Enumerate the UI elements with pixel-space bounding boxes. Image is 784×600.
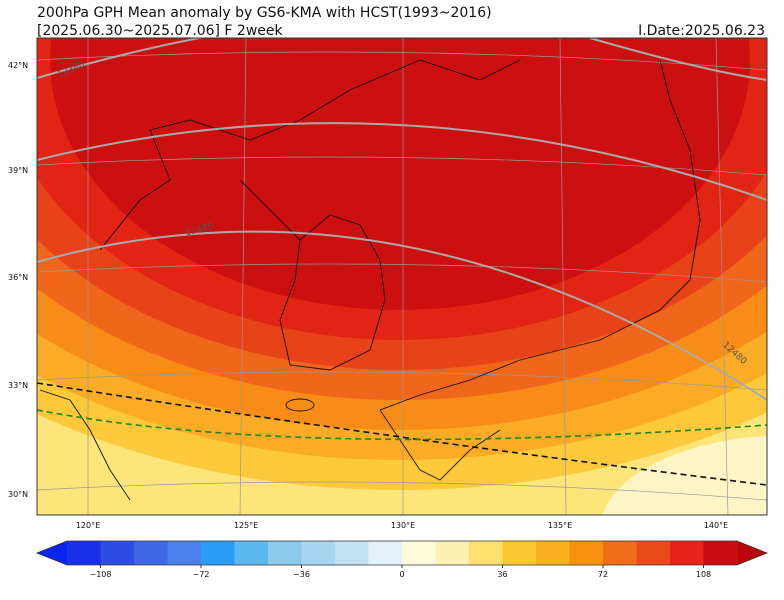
colorbar-label: −108 xyxy=(90,570,112,579)
lat-label: 39°N xyxy=(8,166,28,175)
colorbar-label: −72 xyxy=(193,570,210,579)
colorbar-segment xyxy=(636,541,671,565)
colorbar-label: 72 xyxy=(598,570,608,579)
init-date: I.Date:2025.06.23 xyxy=(638,23,765,39)
colorbar-segment xyxy=(536,541,570,565)
period: [2025.06.30~2025.07.06] F 2week xyxy=(37,23,284,39)
lon-label: 130°E xyxy=(391,521,415,530)
colorbar-segment xyxy=(670,541,704,565)
lat-label: 42°N xyxy=(8,61,28,70)
title: 200hPa GPH Mean anomaly by GS6-KMA with … xyxy=(37,5,492,21)
lon-label: 135°E xyxy=(548,521,572,530)
lon-label: 140°E xyxy=(704,521,728,530)
colorbar-segment xyxy=(703,541,738,565)
colorbar-segment xyxy=(569,541,604,565)
lon-label: 120°E xyxy=(76,521,100,530)
colorbar-label: −36 xyxy=(293,570,310,579)
colorbar-label: 0 xyxy=(399,570,404,579)
colorbar-segment xyxy=(402,541,436,565)
lat-label: 30°N xyxy=(8,490,28,499)
colorbar-segment xyxy=(469,541,503,565)
lat-label: 33°N xyxy=(8,381,28,390)
colorbar-segment xyxy=(268,541,302,565)
colorbar-segment xyxy=(167,541,202,565)
colorbar-segment xyxy=(100,541,135,565)
colorbar-segment xyxy=(301,541,336,565)
lon-label: 125°E xyxy=(234,521,258,530)
colorbar-label: 36 xyxy=(497,570,507,579)
colorbar-segment xyxy=(201,541,235,565)
lat-label: 36°N xyxy=(8,273,28,282)
colorbar-segment xyxy=(335,541,369,565)
colorbar-segment xyxy=(67,541,101,565)
colorbar-label: 108 xyxy=(696,570,711,579)
colorbar-arrow xyxy=(737,541,767,565)
colorbar-segment xyxy=(134,541,168,565)
colorbar-arrow xyxy=(37,541,67,565)
colorbar-segment xyxy=(368,541,403,565)
colorbar-segment xyxy=(234,541,269,565)
map-frame xyxy=(36,37,768,516)
colorbar-outline xyxy=(35,540,769,566)
colorbar-segment xyxy=(502,541,537,565)
colorbar-segment xyxy=(435,541,470,565)
colorbar-segment xyxy=(603,541,637,565)
